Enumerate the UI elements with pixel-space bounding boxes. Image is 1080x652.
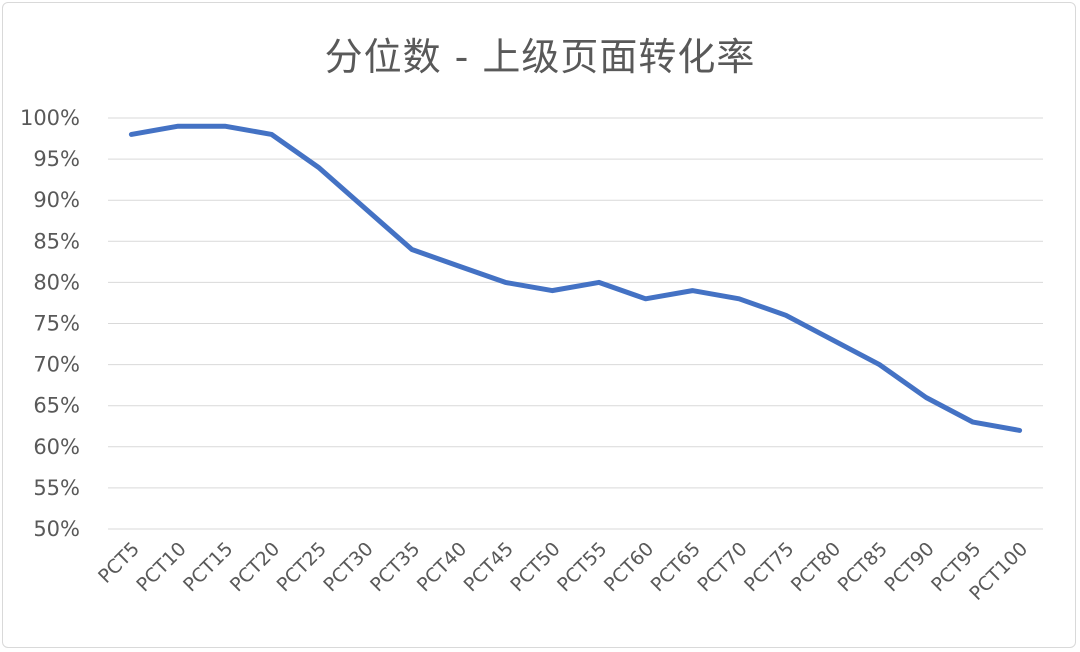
data-point (832, 339, 834, 341)
x-tick-label: PCT35 (366, 538, 424, 596)
data-point (271, 133, 273, 135)
data-point (785, 314, 787, 316)
x-tick-label: PCT20 (226, 538, 284, 596)
y-tick-label: 95% (33, 147, 80, 171)
data-point (504, 281, 506, 283)
gridlines (108, 117, 1043, 530)
x-tick-label: PCT80 (787, 538, 845, 596)
y-tick-label: 75% (33, 312, 80, 336)
series-line (128, 123, 1023, 433)
x-tick-label: PCT85 (834, 538, 892, 596)
data-point (738, 298, 740, 300)
data-point (364, 207, 366, 209)
x-tick-label: PCT40 (413, 538, 471, 596)
data-point (177, 125, 179, 127)
x-tick-label: PCT60 (600, 538, 658, 596)
x-tick-label: PCT75 (740, 538, 798, 596)
data-point (458, 265, 460, 267)
data-point (972, 421, 974, 423)
y-tick-label: 50% (33, 517, 80, 541)
data-point (925, 396, 927, 398)
y-tick-label: 65% (33, 394, 80, 418)
y-tick-label: 70% (33, 353, 80, 377)
x-tick-label: PCT65 (647, 538, 705, 596)
data-point (224, 125, 226, 127)
data-point (317, 166, 319, 168)
y-tick-label: 90% (33, 188, 80, 212)
x-tick-label: PCT45 (460, 538, 518, 596)
data-point (130, 133, 132, 135)
data-point (551, 290, 553, 292)
x-tick-label: PCT15 (179, 538, 237, 596)
x-axis-ticks: PCT5PCT10PCT15PCT20PCT25PCT30PCT35PCT40P… (94, 538, 1032, 605)
x-tick-label: PCT50 (506, 538, 564, 596)
x-tick-label: PCT30 (319, 538, 377, 596)
x-tick-label: PCT90 (880, 538, 938, 596)
y-tick-label: 60% (33, 435, 80, 459)
data-point (1019, 429, 1021, 431)
data-point (598, 281, 600, 283)
x-tick-label: PCT25 (273, 538, 331, 596)
y-tick-label: 85% (33, 229, 80, 253)
x-tick-label: PCT70 (693, 538, 751, 596)
chart-title: 分位数 - 上级页面转化率 (324, 35, 756, 79)
y-axis-ticks: 50% 55% 60% 65% 70% 75% 80% 85% 90% 95% 100% (20, 106, 80, 541)
series-layer (128, 123, 1023, 433)
data-point (878, 364, 880, 366)
data-point (411, 249, 413, 251)
data-point (691, 290, 693, 292)
y-tick-label: 100% (20, 106, 80, 130)
y-tick-label: 55% (33, 476, 80, 500)
x-tick-label: PCT55 (553, 538, 611, 596)
x-tick-label: PCT10 (132, 538, 190, 596)
y-tick-label: 80% (33, 270, 80, 294)
data-point (645, 298, 647, 300)
